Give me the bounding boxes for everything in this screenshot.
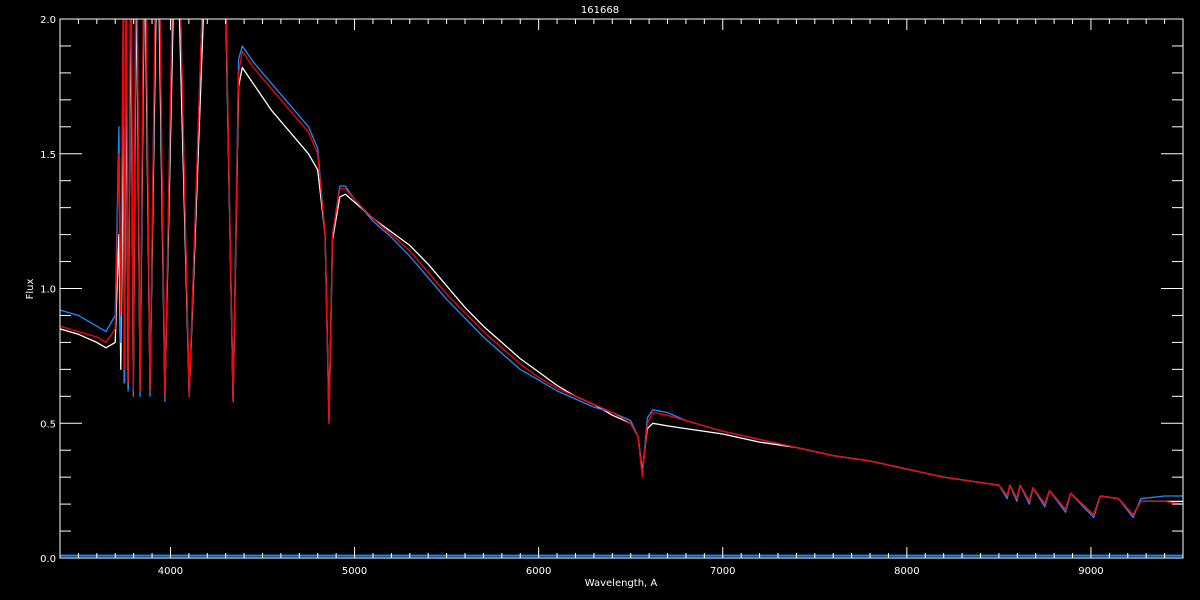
x-tick-label: 4000: [158, 566, 183, 577]
y-tick-label: 0.0: [40, 554, 56, 565]
axis-layer: 4000 5000 6000 7000 8000 9000 0.0 0.5 1.0 1.5 2.0: [40, 15, 1184, 577]
x-tick-label: 9000: [1078, 566, 1103, 577]
y-tick-label: 0.5: [40, 419, 56, 430]
x-tick-label: 7000: [710, 566, 735, 577]
y-tick-label: 2.0: [40, 15, 56, 26]
series-line-0: [60, 19, 1183, 516]
series-line-1: [60, 19, 1183, 519]
y-tick-label: 1.5: [40, 150, 56, 161]
x-axis-label: Wavelength, A: [585, 578, 658, 589]
series-line-2: [60, 19, 1183, 516]
plot-frame: [59, 18, 1184, 559]
x-tick-label: 8000: [894, 566, 919, 577]
series-layer: [60, 19, 1183, 557]
x-tick-label: 5000: [342, 566, 367, 577]
y-axis-label: Flux: [25, 279, 36, 300]
chart-title: 161668: [581, 5, 619, 16]
y-tick-label: 1.0: [40, 285, 56, 296]
x-tick-label: 6000: [526, 566, 551, 577]
